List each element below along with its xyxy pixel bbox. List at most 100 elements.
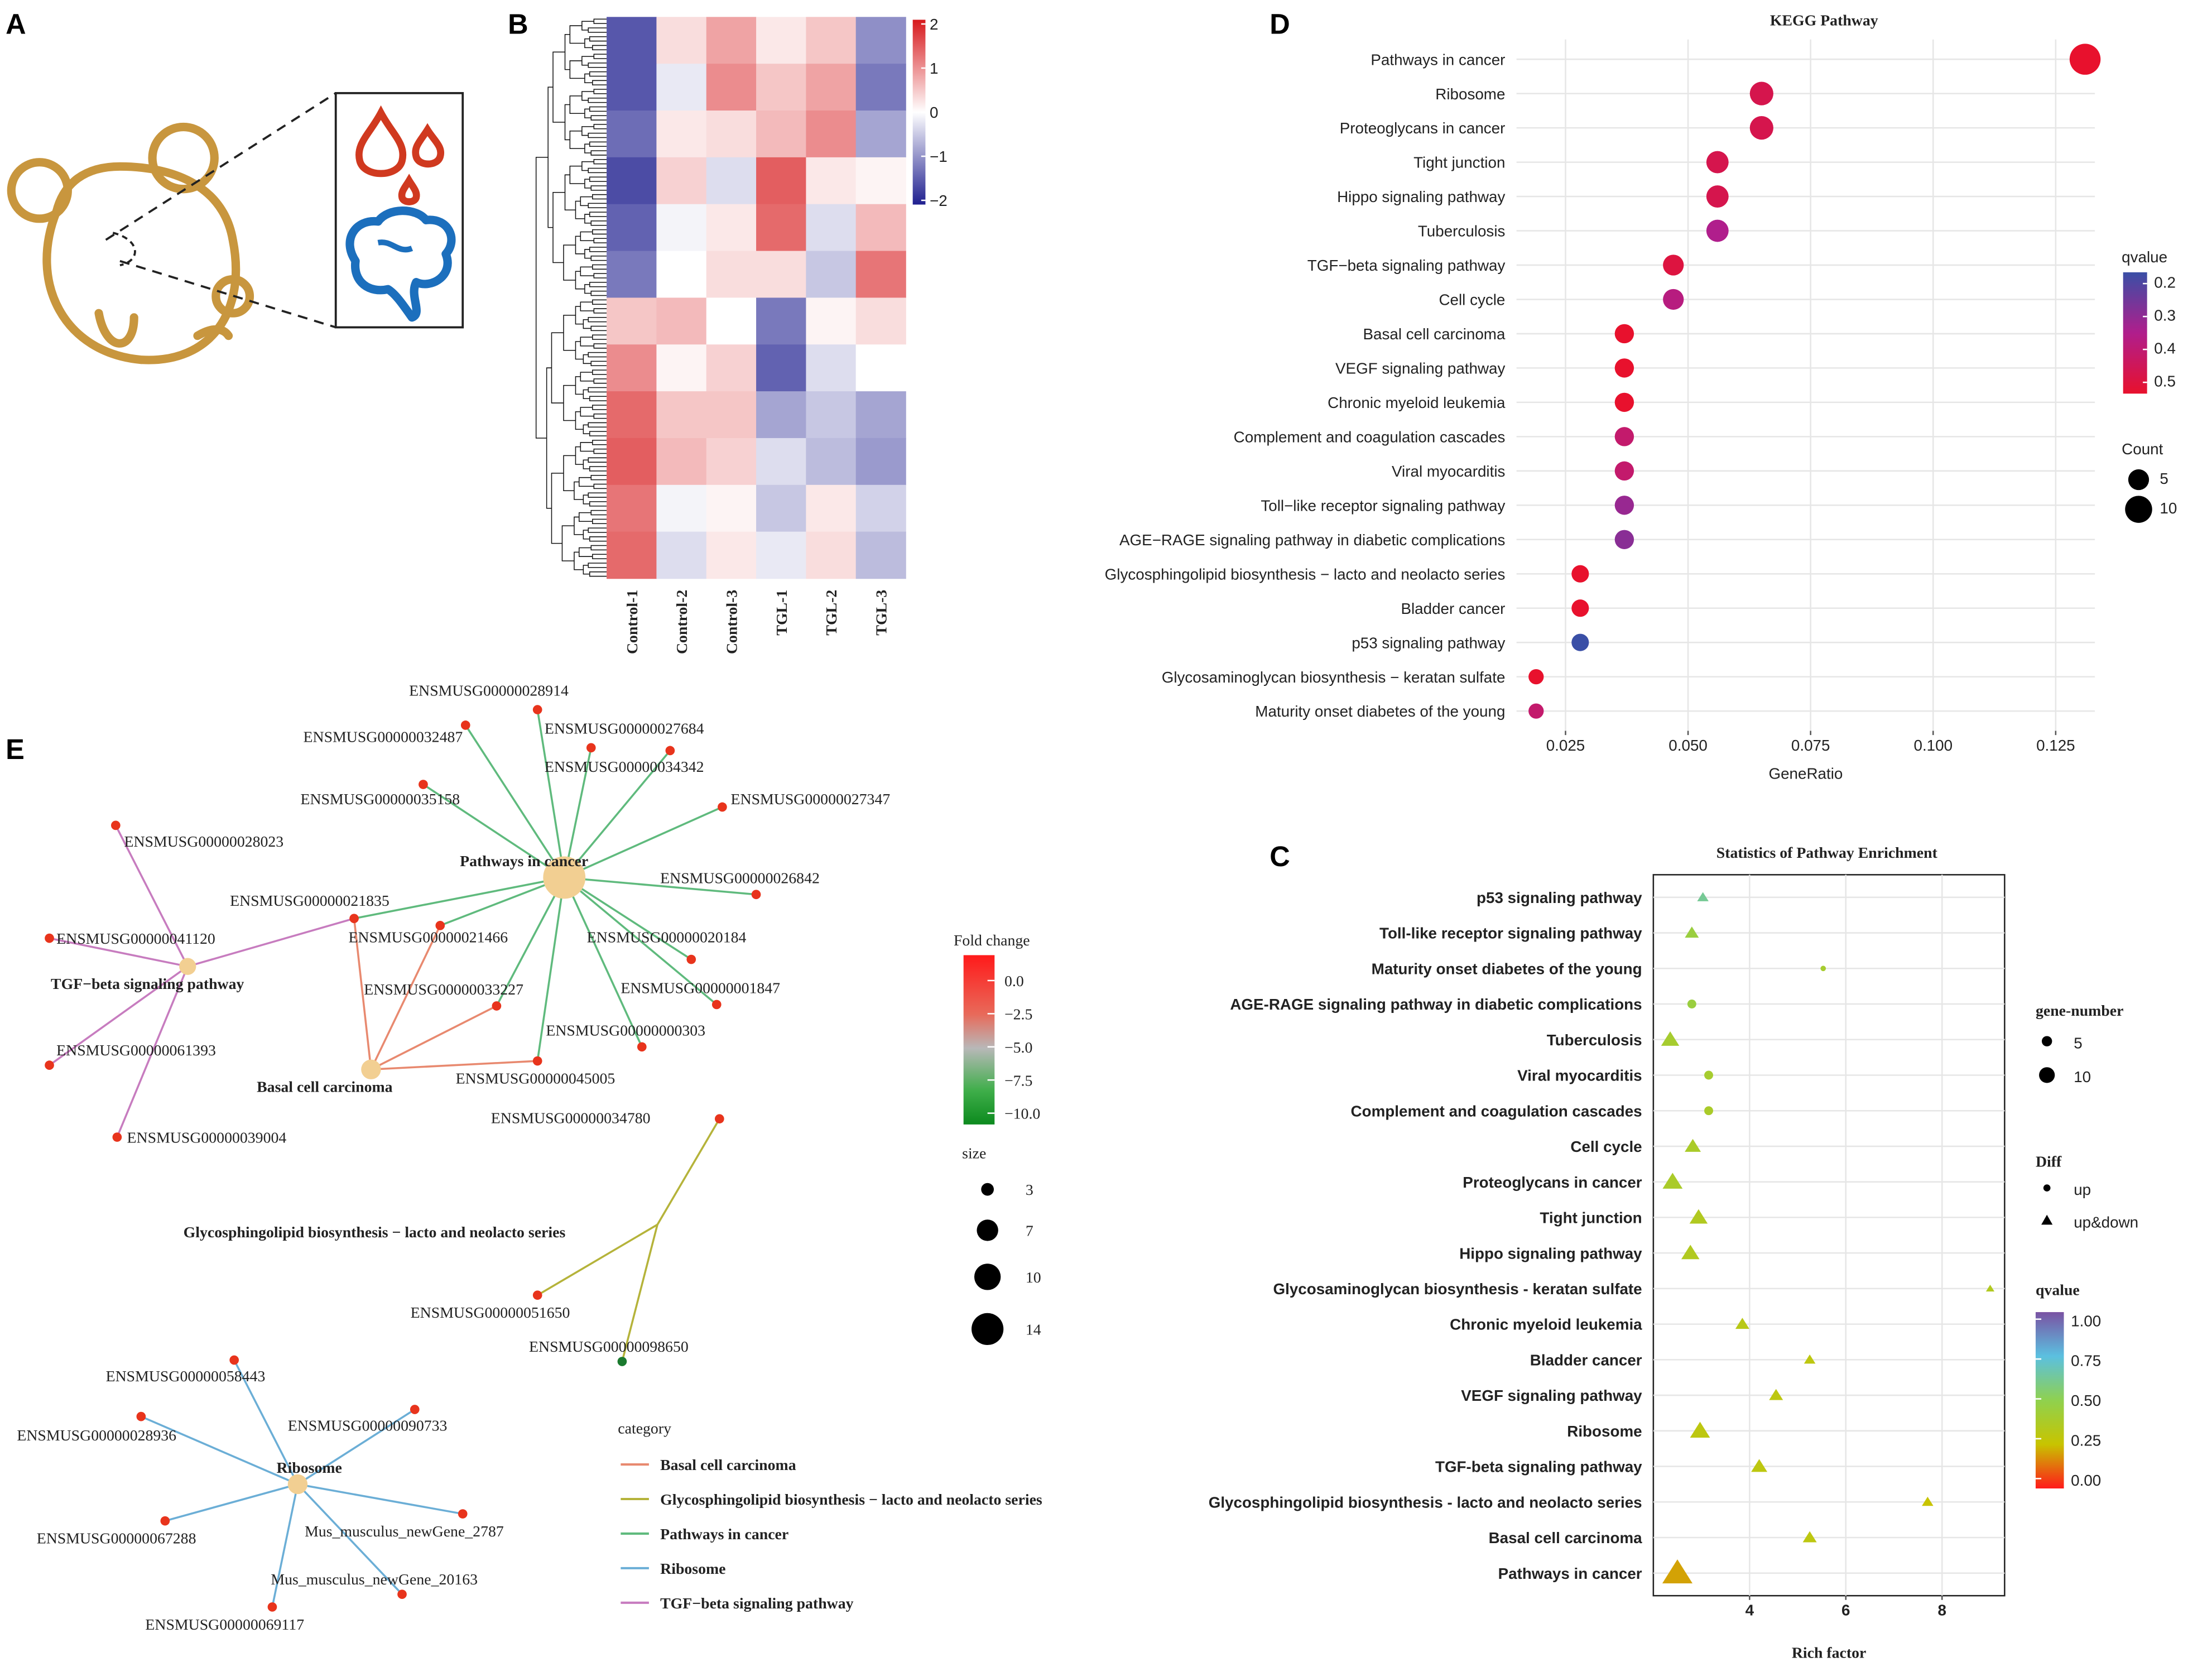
- legend-dot: [977, 1219, 998, 1241]
- dendrogram: [588, 352, 607, 358]
- heatmap-cell: [756, 391, 807, 439]
- gene-node: [397, 1589, 407, 1599]
- plot-background: [1516, 39, 2095, 731]
- gene-label: ENSMUSG00000039004: [127, 1130, 287, 1147]
- heatmap-cell: [656, 484, 707, 532]
- category-label: Viral myocarditis: [1517, 1067, 1642, 1084]
- dendrogram: [589, 431, 607, 436]
- dendrogram: [590, 475, 607, 481]
- data-triangle: [1689, 1209, 1708, 1224]
- gene-label: ENSMUSG00000035158: [301, 791, 460, 808]
- dendrogram: [575, 341, 584, 360]
- panel-label: B: [508, 8, 528, 40]
- data-triangle: [1804, 1354, 1816, 1364]
- dendrogram: [588, 203, 607, 209]
- dendrogram: [590, 510, 607, 516]
- category-label: Cell cycle: [1439, 291, 1505, 309]
- dendrogram: [546, 367, 552, 509]
- gene-node: [419, 780, 428, 789]
- heatmap-cell: [607, 484, 657, 532]
- legend-title: Fold change: [954, 932, 1030, 949]
- network-edge: [370, 925, 441, 1070]
- dendrogram: [588, 387, 607, 393]
- gene-node: [410, 1405, 420, 1414]
- dendrogram: [589, 212, 607, 217]
- colorbar-label: −2.5: [1004, 1006, 1032, 1023]
- dendrogram: [580, 196, 593, 206]
- dendrogram: [535, 157, 549, 439]
- dendrogram: [593, 18, 607, 24]
- legend-dot: [974, 1264, 1001, 1290]
- dendrogram: [593, 273, 607, 278]
- gene-node: [45, 1060, 54, 1070]
- dendrogram: [584, 143, 592, 153]
- network-edge: [297, 1483, 403, 1595]
- network-edge: [564, 876, 757, 896]
- dendrogram: [589, 571, 607, 577]
- gene-label: ENSMUSG00000098650: [529, 1338, 689, 1356]
- legend-label: 10: [2160, 499, 2177, 517]
- data-dot: [1614, 392, 1634, 412]
- dendrogram: [593, 124, 607, 129]
- dendrogram: [583, 530, 590, 540]
- legend-label: TGF−beta signaling pathway: [660, 1595, 853, 1612]
- data-triangle: [1661, 1031, 1680, 1046]
- gene-node: [460, 720, 470, 730]
- network-edge: [563, 747, 593, 878]
- legend-title: qvalue: [2122, 248, 2167, 266]
- network-edge: [564, 806, 723, 879]
- network-edge: [116, 966, 189, 1138]
- network-edge: [464, 724, 565, 878]
- dendrogram: [564, 104, 570, 141]
- category-label: Bladder cancer: [1401, 600, 1505, 617]
- dendrogram: [564, 34, 570, 70]
- gene-label: ENSMUSG00000001847: [621, 980, 780, 997]
- dendrogram: [563, 315, 576, 351]
- blood-drops: [355, 105, 445, 205]
- network-edge: [440, 876, 565, 927]
- category-label: Hippo signaling pathway: [1337, 188, 1505, 205]
- data-dot: [1820, 966, 1826, 972]
- hub-label: Ribosome: [277, 1459, 342, 1477]
- data-dot: [1706, 219, 1729, 242]
- dendrogram: [579, 512, 593, 522]
- data-dot: [2069, 44, 2101, 75]
- data-triangle: [1802, 1531, 1817, 1543]
- category-label: Glycosaminoglycan biosynthesis − keratan…: [1162, 669, 1506, 686]
- category-label: p53 signaling pathway: [1352, 634, 1505, 651]
- gene-node: [751, 890, 761, 900]
- dendrogram: [584, 284, 592, 294]
- brain-icon: [345, 206, 456, 322]
- data-dot: [1614, 358, 1634, 378]
- gene-label: ENSMUSG00000026842: [660, 870, 820, 887]
- gene-label: ENSMUSG00000033227: [364, 981, 523, 998]
- x-axis-label: GeneRatio: [1768, 765, 1843, 782]
- colorbar-label: −2: [930, 192, 948, 209]
- data-triangle: [1697, 892, 1709, 901]
- dendrogram: [592, 334, 607, 340]
- data-dot: [1749, 81, 1773, 105]
- data-triangle: [1662, 1173, 1683, 1189]
- gene-label: ENSMUSG00000045005: [456, 1070, 615, 1088]
- category-label: Maturity onset diabetes of the young: [1255, 703, 1505, 720]
- dendrogram: [583, 354, 592, 364]
- network-edge: [297, 1408, 416, 1485]
- network-edge: [49, 937, 188, 968]
- network-edge: [621, 1224, 658, 1362]
- gene-node: [435, 921, 445, 930]
- dendrogram: [588, 132, 607, 138]
- dendrogram: [580, 231, 594, 241]
- network-edge: [297, 1483, 463, 1515]
- heatmap-cell: [756, 484, 807, 532]
- dendrogram: [588, 167, 607, 174]
- network-edge: [537, 1223, 658, 1296]
- data-dot: [1571, 633, 1589, 651]
- dendrogram: [590, 290, 607, 296]
- data-dot: [1528, 703, 1544, 719]
- category-label: Toll-like receptor signaling pathway: [1379, 925, 1642, 942]
- dendrogram: [592, 299, 607, 305]
- dendrogram: [590, 325, 607, 332]
- dendrogram: [551, 332, 564, 404]
- data-dot: [1614, 461, 1634, 481]
- heatmap-cell: [855, 157, 906, 205]
